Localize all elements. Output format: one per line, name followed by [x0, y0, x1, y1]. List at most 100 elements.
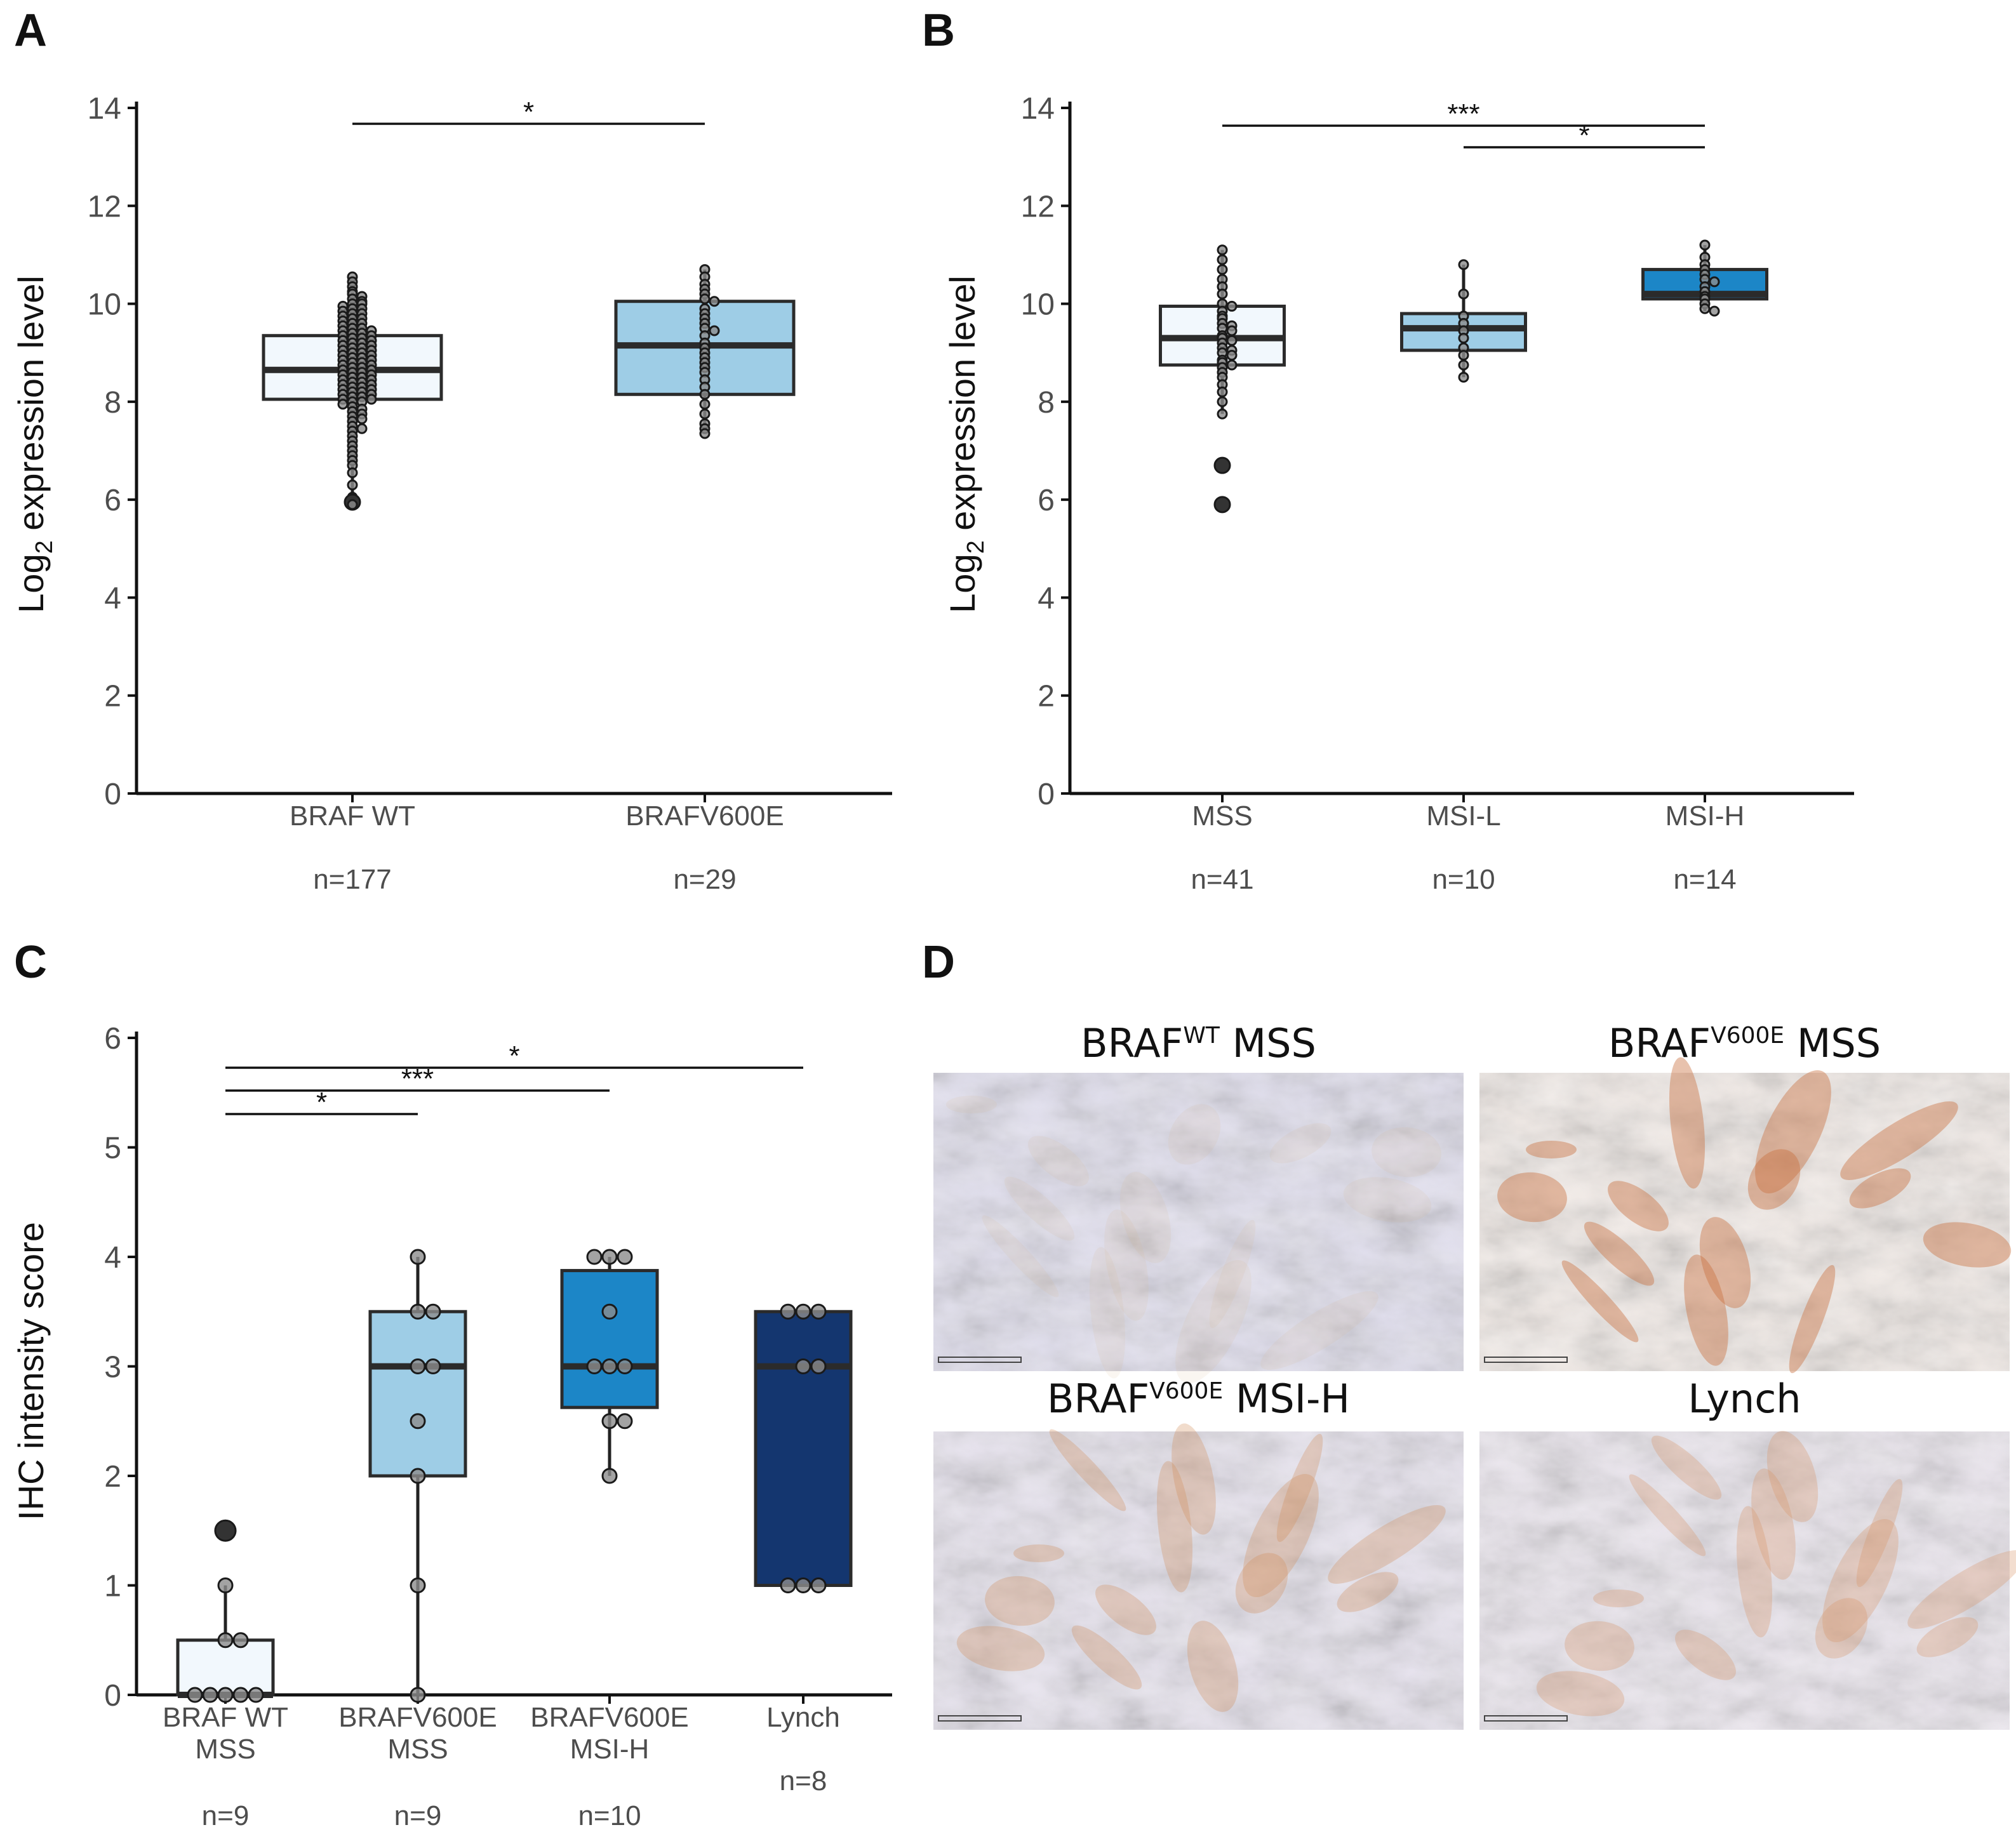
- stain-region: [1260, 1291, 1378, 1370]
- stain-region: [1095, 1584, 1156, 1635]
- stain-region: [1584, 1221, 1655, 1286]
- micrograph-texture: [1479, 1431, 2010, 1730]
- data-point: [810, 1577, 827, 1593]
- stain-region: [1565, 1621, 1634, 1671]
- x-tick-label: MSS: [1192, 800, 1252, 832]
- sample-count-label: n=8: [780, 1765, 827, 1796]
- x-tick-label: MSS: [387, 1734, 448, 1765]
- data-point: [1226, 335, 1238, 346]
- data-point: [217, 1687, 234, 1703]
- stain-region: [1766, 1431, 1819, 1522]
- stain-region: [1049, 1429, 1126, 1511]
- y-tick-label: 5: [104, 1132, 121, 1165]
- data-point: [410, 1413, 426, 1430]
- scale-bar: [938, 1357, 1022, 1363]
- data-point: [709, 296, 720, 307]
- stain-region: [1684, 1254, 1728, 1366]
- y-axis-label-b: Log2 expression level: [942, 275, 989, 613]
- significance-label: ***: [1447, 98, 1479, 129]
- data-point: [699, 399, 711, 410]
- stain-region: [946, 1096, 997, 1113]
- stain-region: [1172, 1423, 1216, 1535]
- x-tick-label: BRAFV600E: [338, 1702, 497, 1733]
- panel-label-c: C: [14, 937, 47, 988]
- panel-label-b: B: [922, 5, 955, 56]
- data-point: [347, 499, 358, 510]
- y-tick-label: 1: [104, 1570, 121, 1603]
- x-tick-label: MSI-L: [1426, 800, 1500, 832]
- data-point: [410, 1358, 426, 1374]
- stain-region: [1119, 1172, 1172, 1263]
- stain-region: [1089, 1247, 1126, 1379]
- y-tick-label: 0: [104, 778, 121, 811]
- micrograph-title: BRAFV600E MSI-H: [1047, 1376, 1350, 1422]
- stain-region: [1156, 1461, 1193, 1593]
- y-tick-label: 6: [1038, 484, 1055, 517]
- y-tick-label: 2: [1038, 680, 1055, 714]
- data-point: [1699, 239, 1711, 251]
- stain-region: [1822, 1518, 1899, 1643]
- scale-bar: [1484, 1715, 1568, 1722]
- data-point: [410, 1303, 426, 1320]
- data-point: [1226, 300, 1238, 312]
- x-tick-label: BRAF WT: [163, 1702, 288, 1733]
- y-tick-label: 4: [1038, 581, 1055, 615]
- data-point: [366, 394, 377, 405]
- data-point: [217, 1577, 234, 1593]
- box: [176, 1638, 275, 1697]
- stain-region: [1815, 1598, 1868, 1659]
- data-point: [617, 1249, 633, 1265]
- data-point: [410, 1468, 426, 1484]
- stain-region: [1789, 1264, 1836, 1374]
- stain-region: [1916, 1617, 1979, 1657]
- data-point: [699, 408, 711, 420]
- micrograph-texture: [1479, 1073, 2010, 1371]
- data-point: [232, 1687, 249, 1703]
- y-tick-label: 3: [104, 1351, 121, 1384]
- data-point: [601, 1303, 618, 1320]
- x-tick-label: MSI-H: [1666, 800, 1745, 832]
- x-tick-label: MSI-H: [570, 1734, 650, 1765]
- panel-label-d: D: [922, 937, 955, 988]
- data-point: [810, 1303, 827, 1320]
- micrograph-title: BRAFV600E MSS: [1608, 1020, 1881, 1066]
- y-axis-label-a: Log2 expression level: [11, 275, 58, 613]
- stain-region: [982, 1215, 1059, 1298]
- stain-region: [1675, 1630, 1736, 1680]
- data-point: [1458, 288, 1469, 300]
- sample-count-label: n=10: [1432, 864, 1495, 895]
- stain-region: [1561, 1260, 1639, 1343]
- significance-label: *: [1579, 120, 1589, 151]
- y-tick-label: 8: [104, 386, 121, 420]
- stain-region: [1736, 1506, 1773, 1638]
- data-point: [1458, 350, 1469, 361]
- data-point: [709, 325, 720, 336]
- data-point: [1458, 359, 1469, 371]
- data-point: [248, 1687, 264, 1703]
- data-point: [617, 1358, 633, 1374]
- data-point: [601, 1358, 618, 1374]
- stain-region: [1923, 1222, 2012, 1268]
- significance-label: *: [523, 96, 534, 128]
- stain-region: [1526, 1141, 1577, 1158]
- y-tick-label: 10: [88, 288, 121, 322]
- data-point: [1226, 325, 1238, 336]
- stain-region: [1187, 1621, 1239, 1712]
- sample-count-label: n=10: [578, 1800, 641, 1831]
- data-point: [347, 479, 358, 491]
- chart-b: Log2 expression level 0 2 4 6 8 10 12 14 MSS n=41…: [942, 92, 1854, 895]
- data-point: [410, 1687, 426, 1703]
- significance-label: *: [509, 1040, 519, 1072]
- y-tick-label: 4: [104, 581, 121, 615]
- data-point: [356, 413, 368, 425]
- scale-bar: [938, 1715, 1022, 1722]
- y-tick-label: 4: [104, 1241, 121, 1275]
- box: [754, 1310, 853, 1587]
- stain-region: [1004, 1176, 1075, 1241]
- stain-region: [1497, 1172, 1567, 1223]
- stain-region: [1840, 1101, 1958, 1180]
- chart-a: Log2 expression level 0 2 4 6 8 10 12 14 BRAF WT…: [11, 92, 892, 895]
- stain-region: [1175, 1259, 1252, 1384]
- data-point: [347, 467, 358, 479]
